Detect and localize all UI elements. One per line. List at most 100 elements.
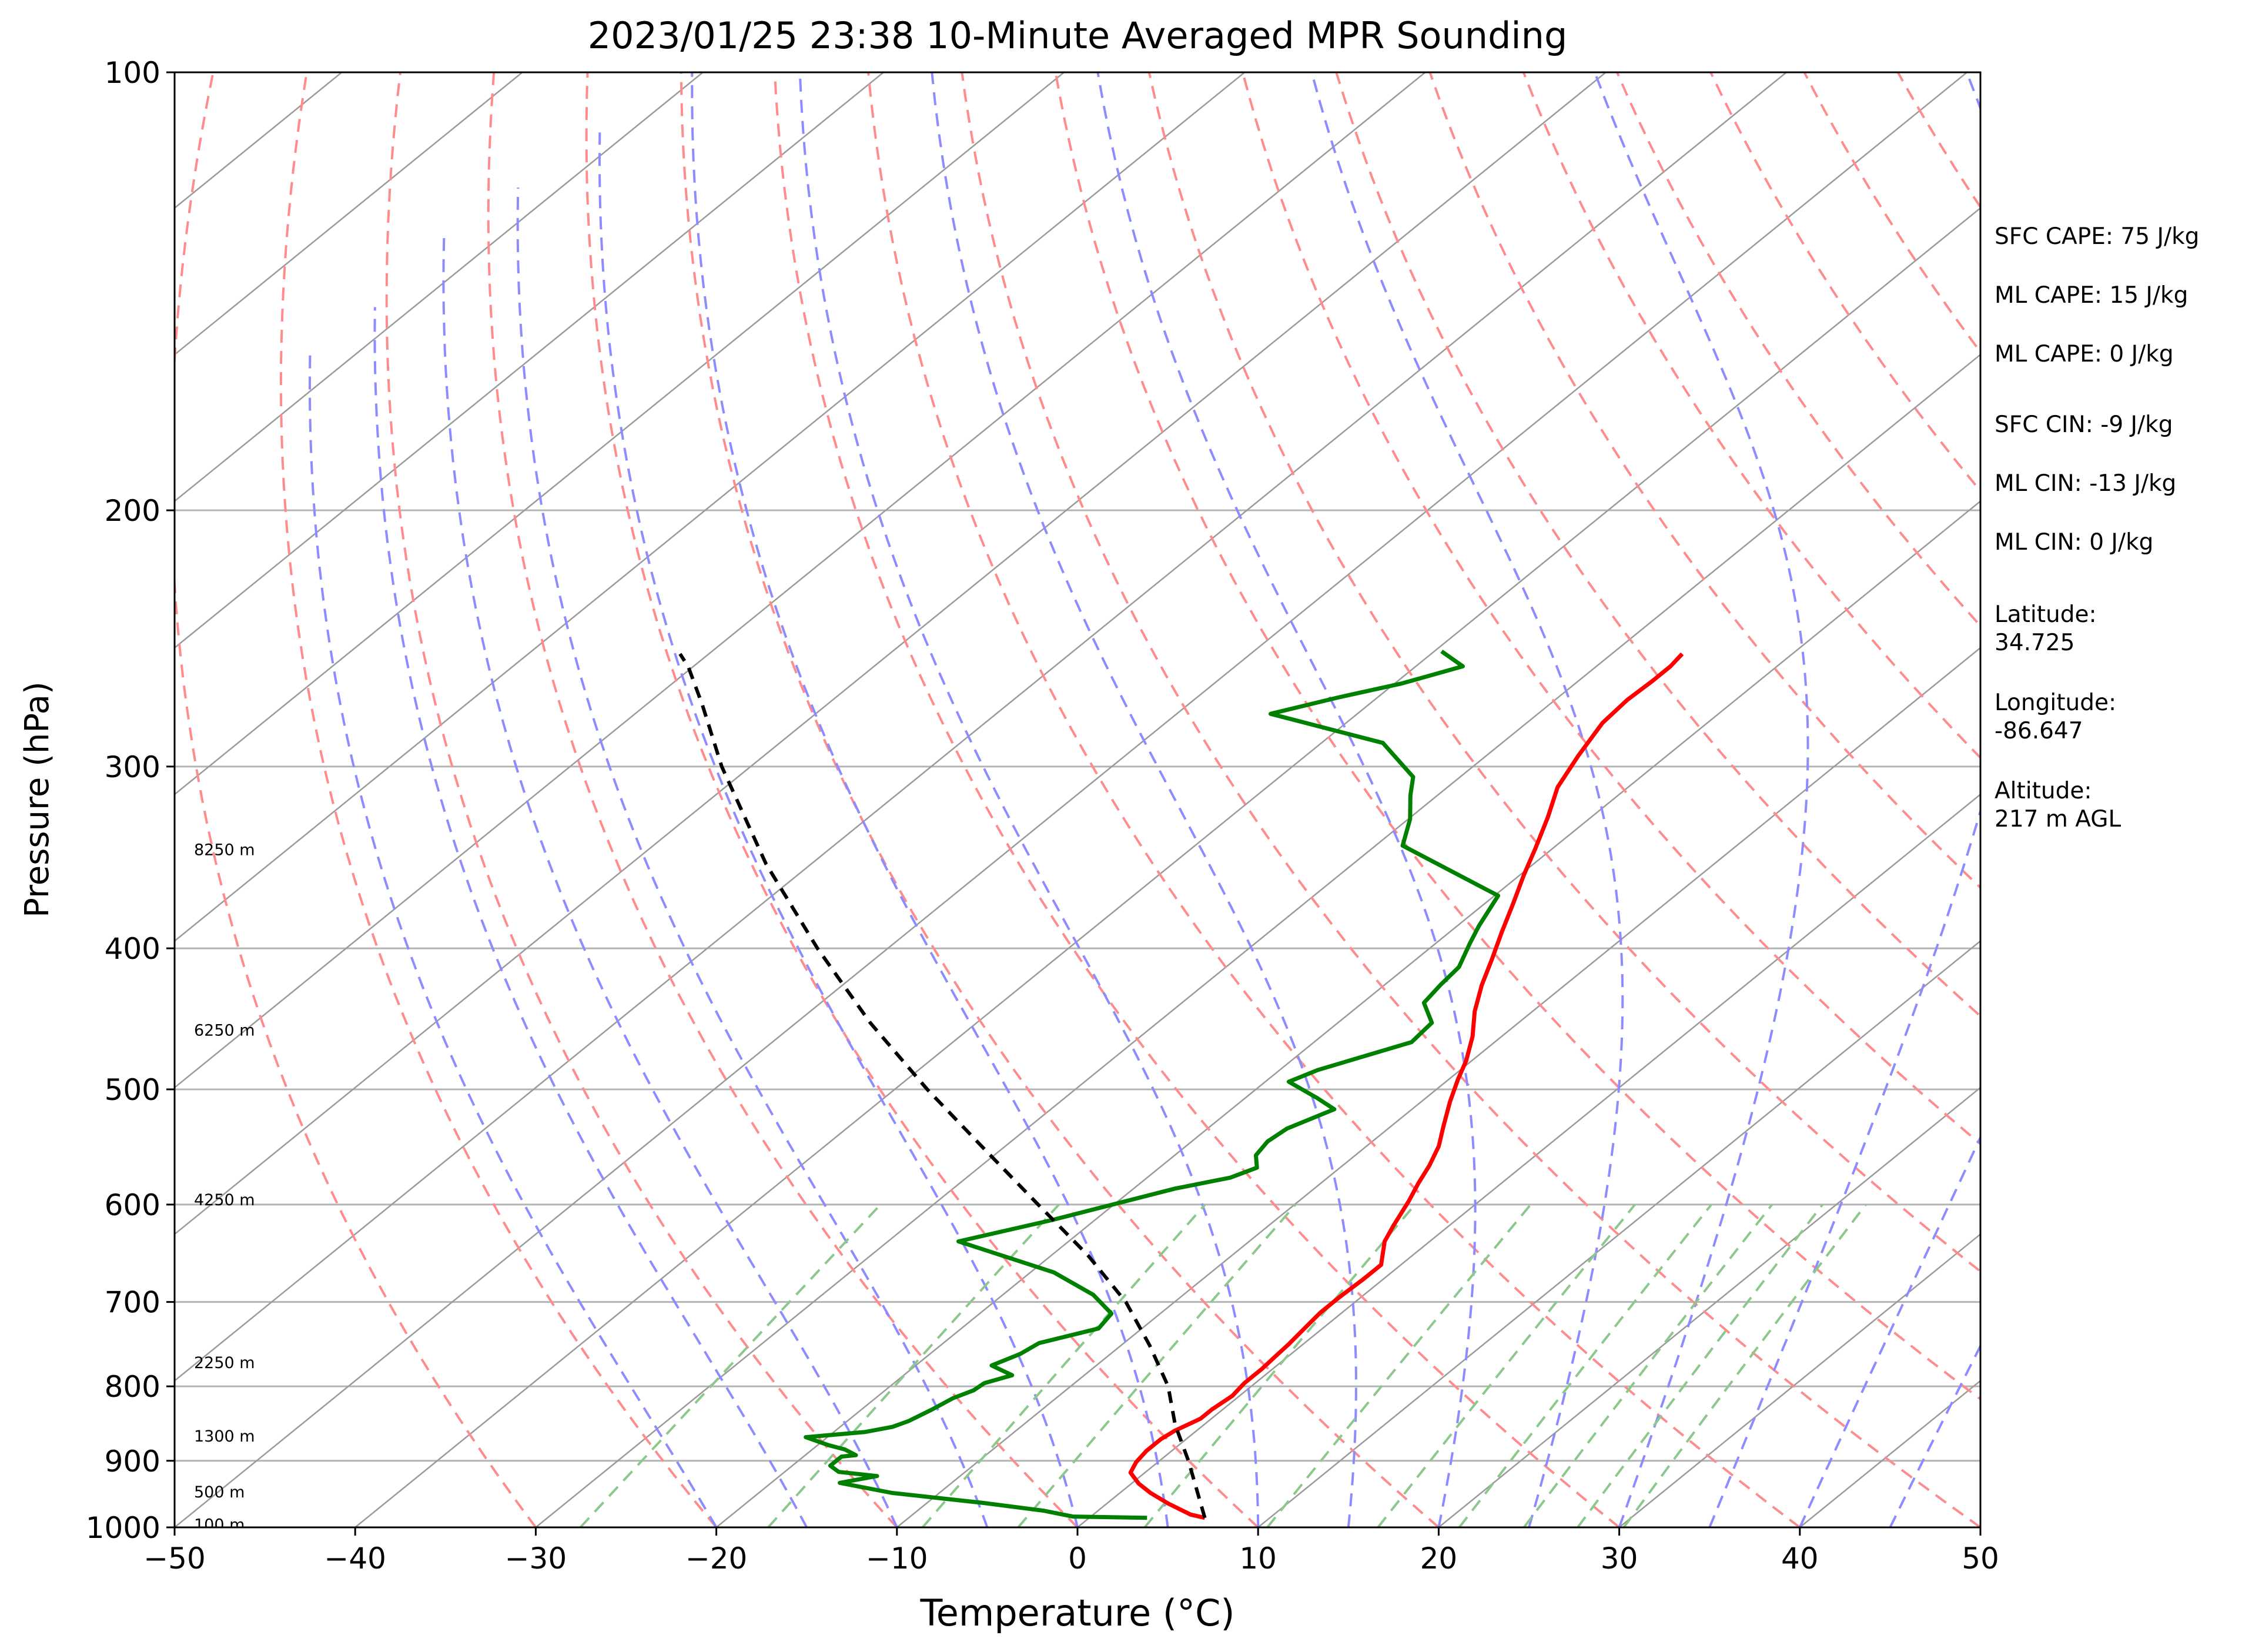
altitude-value: 217 m AGL <box>1995 806 2121 832</box>
y-tick-label: 400 <box>105 932 160 966</box>
isotherm-line <box>175 72 1246 942</box>
stats-panel: SFC CAPE: 75 J/kg ML CAPE: 15 J/kg ML CA… <box>1995 223 2199 832</box>
dewpoint-profile <box>804 650 1501 1520</box>
mixing-ratio-line <box>921 1203 1206 1527</box>
stat-sfc-cin: SFC CIN: -9 J/kg <box>1995 412 2173 438</box>
mixing-ratio-line <box>1017 1203 1297 1527</box>
altitude-label: Altitude: <box>1995 778 2092 804</box>
height-label: 4250 m <box>194 1191 255 1209</box>
y-tick-label: 100 <box>105 56 160 90</box>
mixing-ratio-lines <box>579 1203 1867 1527</box>
isotherm-line <box>175 72 884 649</box>
longitude-label: Longitude: <box>1995 690 2116 716</box>
latitude-value: 34.725 <box>1995 630 2074 656</box>
longitude-value: -86.647 <box>1995 718 2083 744</box>
isotherm-line <box>175 72 1967 1527</box>
moist-adiabat <box>373 307 808 1527</box>
stat-ml-cin-2: ML CIN: 0 J/kg <box>1995 529 2153 556</box>
dry-adiabat <box>773 72 1620 1527</box>
x-tick-label: −40 <box>324 1541 386 1576</box>
isobar-gridlines <box>175 72 1980 1527</box>
isotherm-line <box>1257 939 1980 1527</box>
moist-adiabat <box>1708 72 1980 1527</box>
moist-adiabat <box>516 187 989 1527</box>
x-axis-ticks: −50 −40 −30 −20 −10 0 10 20 30 40 50 <box>143 1527 1999 1576</box>
mixing-ratio-line <box>1522 1203 1773 1527</box>
moist-adiabat <box>1798 1135 1980 1527</box>
dry-adiabat <box>1147 72 1980 1273</box>
x-tick-label: 30 <box>1601 1541 1638 1576</box>
y-tick-label: 200 <box>105 494 160 528</box>
stat-ml-cape: ML CAPE: 15 J/kg <box>1995 282 2188 309</box>
moist-adiabat <box>798 72 1260 1527</box>
height-label: 500 m <box>194 1483 245 1501</box>
isotherm-line <box>1438 1086 1980 1527</box>
dry-adiabat <box>1522 72 1980 760</box>
isotherm-line <box>1618 1233 1980 1527</box>
plot-frame <box>173 71 1982 1529</box>
height-labels: 100 m 500 m 1300 m 2250 m 4250 m 6250 m 8250 m <box>194 841 255 1527</box>
isotherm-line <box>896 647 1980 1527</box>
dry-adiabat <box>175 72 537 1527</box>
moist-adiabat <box>1096 72 1477 1527</box>
y-axis-ticks: 100 200 300 400 500 600 700 800 900 1000 <box>86 56 175 1545</box>
x-tick-label: 10 <box>1239 1541 1277 1576</box>
height-label: 8250 m <box>194 841 255 860</box>
dry-adiabats <box>175 72 2242 1527</box>
dry-adiabat <box>279 72 718 1527</box>
isotherm-line <box>175 72 1065 795</box>
height-label: 6250 m <box>194 1022 255 1040</box>
y-tick-label: 900 <box>105 1444 160 1479</box>
dry-adiabat <box>585 72 1259 1527</box>
moist-adiabat <box>1889 1343 1980 1527</box>
mixing-ratio-line <box>1622 1203 1867 1527</box>
y-tick-label: 1000 <box>86 1511 160 1545</box>
stat-ml-cin: ML CIN: -13 J/kg <box>1995 470 2176 497</box>
dry-adiabat <box>1428 72 1980 889</box>
plot-area: 100 m 500 m 1300 m 2250 m 4250 m 6250 m 8250 m <box>175 72 2242 1527</box>
isotherm-line <box>175 72 1787 1382</box>
dry-adiabat <box>2179 72 2242 1527</box>
moist-adiabats <box>309 72 1980 1527</box>
mixing-ratio-line <box>1458 1203 1712 1527</box>
dry-adiabat <box>680 72 1440 1527</box>
y-axis-label: Pressure (hPa) <box>18 681 56 918</box>
y-tick-label: 500 <box>105 1073 160 1107</box>
height-label: 1300 m <box>194 1427 255 1446</box>
isotherm-line <box>175 72 1426 1089</box>
isotherm-line <box>715 500 1980 1527</box>
isotherm-line <box>1077 793 1980 1527</box>
x-tick-label: −50 <box>143 1541 206 1576</box>
mixing-ratio-line <box>579 1203 882 1527</box>
dry-adiabat <box>961 72 1980 1527</box>
y-tick-label: 300 <box>105 750 160 784</box>
dry-adiabat <box>1709 72 1980 493</box>
dry-adiabat <box>487 72 1079 1527</box>
mixing-ratio-line <box>1266 1203 1532 1527</box>
moist-adiabat <box>309 349 718 1527</box>
x-tick-label: −20 <box>685 1541 748 1576</box>
x-tick-label: 40 <box>1781 1541 1819 1576</box>
x-tick-label: −10 <box>866 1541 928 1576</box>
chart-title: 2023/01/25 23:38 10-Minute Averaged MPR … <box>588 14 1568 57</box>
dry-adiabat <box>1054 72 1980 1401</box>
moist-adiabat <box>931 72 1357 1527</box>
dry-adiabat <box>385 72 898 1527</box>
dry-adiabat <box>1616 72 1980 628</box>
dry-adiabat <box>1242 72 1980 1146</box>
mixing-ratio-line <box>1377 1203 1636 1527</box>
x-tick-label: 0 <box>1068 1541 1087 1576</box>
height-label: 2250 m <box>194 1354 255 1372</box>
moist-adiabat <box>1310 72 1624 1527</box>
dry-adiabat <box>867 72 1801 1527</box>
mixing-ratio-line <box>1143 1203 1416 1527</box>
stat-sfc-cape: SFC CAPE: 75 J/kg <box>1995 223 2199 250</box>
parcel-path <box>678 653 1207 1519</box>
moist-adiabat <box>1594 72 1809 1527</box>
isotherm-line <box>175 72 523 356</box>
temperature-profile <box>1128 652 1684 1520</box>
x-axis-label: Temperature (°C) <box>919 1591 1234 1634</box>
stat-ml-cape-2: ML CAPE: 0 J/kg <box>1995 341 2174 367</box>
isotherm-line <box>175 72 1607 1235</box>
